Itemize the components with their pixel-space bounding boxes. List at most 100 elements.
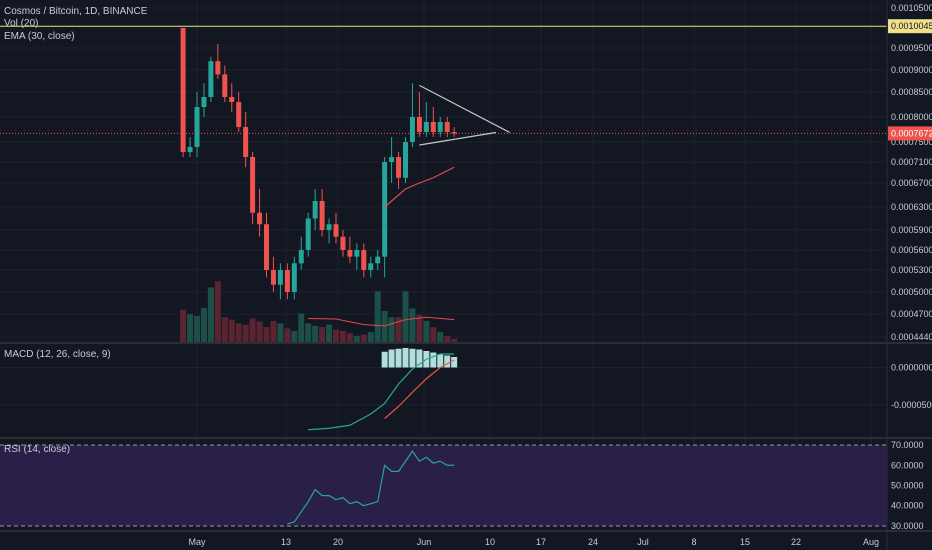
price-axis[interactable]: 0.0010500 0.0009500 0.0009000 0.0008500 0.00… [888,3,932,531]
volume-bar [180,309,187,342]
macd-histogram-bar [437,354,444,368]
volume-bar [277,323,284,342]
candle[interactable] [354,250,360,257]
volume-bar [346,333,353,342]
volume-bar [228,319,235,342]
time-tick-label: Jun [417,537,432,547]
alert-price-label: 0.0010045 [891,21,932,31]
price-tick-label: 0.0008500 [891,87,932,97]
candle[interactable] [236,102,242,127]
volume-bar [326,324,333,342]
time-tick-label: 10 [485,537,495,547]
price-tick-label: 0.0005900 [891,225,932,235]
rsi-tick-label: 50.0000 [891,481,924,491]
volume-legend[interactable]: Vol (20) [4,18,39,29]
volume-bar [374,291,381,342]
candle[interactable] [423,122,429,132]
time-axis[interactable]: May 13 20 Jun 10 17 24 Jul 8 15 22 Aug [188,537,879,547]
candle[interactable] [187,147,193,152]
candle[interactable] [229,97,235,102]
volume-bar [416,314,423,342]
time-tick-label: 8 [691,537,696,547]
candle[interactable] [298,250,304,264]
rsi-legend[interactable]: RSI (14, close) [4,444,71,455]
candle[interactable] [409,117,415,142]
volume-bar [298,313,305,342]
volume-bars [180,281,458,342]
candles[interactable] [180,28,457,300]
candle[interactable] [257,212,263,225]
volume-bar [270,320,277,342]
candle[interactable] [396,157,402,178]
volume-bar [402,291,409,342]
candle[interactable] [270,270,276,285]
volume-bar [256,321,263,342]
volume-bar [291,330,298,342]
candle[interactable] [389,157,395,162]
ema-legend[interactable]: EMA (30, close) [4,31,75,42]
volume-bar [207,287,214,342]
candle[interactable] [250,157,256,213]
candle[interactable] [451,132,457,134]
macd-histogram-bar [451,357,458,368]
macd-line [308,353,455,431]
candle[interactable] [312,201,318,219]
candle[interactable] [347,250,353,257]
candle[interactable] [284,270,290,292]
macd-histogram-bar [381,351,388,368]
candle[interactable] [416,117,422,132]
candle[interactable] [361,250,367,270]
time-tick-label: 13 [281,537,291,547]
candle[interactable] [340,236,346,250]
candle[interactable] [430,122,436,132]
candle[interactable] [375,256,381,264]
candle[interactable] [403,142,408,178]
volume-bar [194,315,200,342]
time-tick-label: Aug [863,537,879,547]
candle[interactable] [208,61,214,97]
macd-histogram-bar [444,355,451,368]
candle[interactable] [291,263,297,292]
candle[interactable] [326,224,332,230]
candle[interactable] [444,122,450,132]
candle[interactable] [201,97,207,107]
candle[interactable] [277,270,283,285]
candle[interactable] [264,224,269,270]
rsi-tick-label: 30.0000 [891,521,924,531]
macd-legend[interactable]: MACD (12, 26, close, 9) [4,349,111,360]
macd-pane [308,348,458,431]
candle[interactable] [243,127,249,157]
candle[interactable] [222,74,228,97]
time-tick-label: 24 [588,537,598,547]
rsi-band [0,445,887,526]
triangle-lower-line [419,131,496,146]
last-price-tag [888,126,932,141]
volume-bar [214,281,221,342]
volume-bar [360,334,367,342]
candle[interactable] [437,122,443,132]
candle[interactable] [368,263,374,270]
price-tick-label: 0.0006700 [891,178,932,188]
volume-bar [367,332,374,342]
macd-histogram-bar [409,348,416,368]
price-tick-label: 0.0010500 [891,3,932,13]
rsi-pane [0,444,887,527]
price-tick-label: 0.0009000 [891,65,932,75]
rsi-tick-label: 70.0000 [891,440,924,450]
price-tick-label: 0.0004700 [891,309,932,319]
volume-bar [388,317,395,342]
candle[interactable] [215,61,221,75]
candle[interactable] [305,218,311,251]
price-tick-label: 0.0007500 [891,137,932,147]
candle[interactable] [333,224,339,237]
price-tick-label: 0.0008000 [891,112,932,122]
volume-bar [284,328,291,342]
candle[interactable] [382,162,388,257]
candle[interactable] [194,107,200,147]
symbol-title[interactable]: Cosmos / Bitcoin, 1D, BINANCE [4,6,148,17]
candle[interactable] [180,28,186,152]
price-tick-label: 0.0004440 [891,332,932,342]
candle[interactable] [319,201,325,230]
volume-bar [305,323,312,342]
